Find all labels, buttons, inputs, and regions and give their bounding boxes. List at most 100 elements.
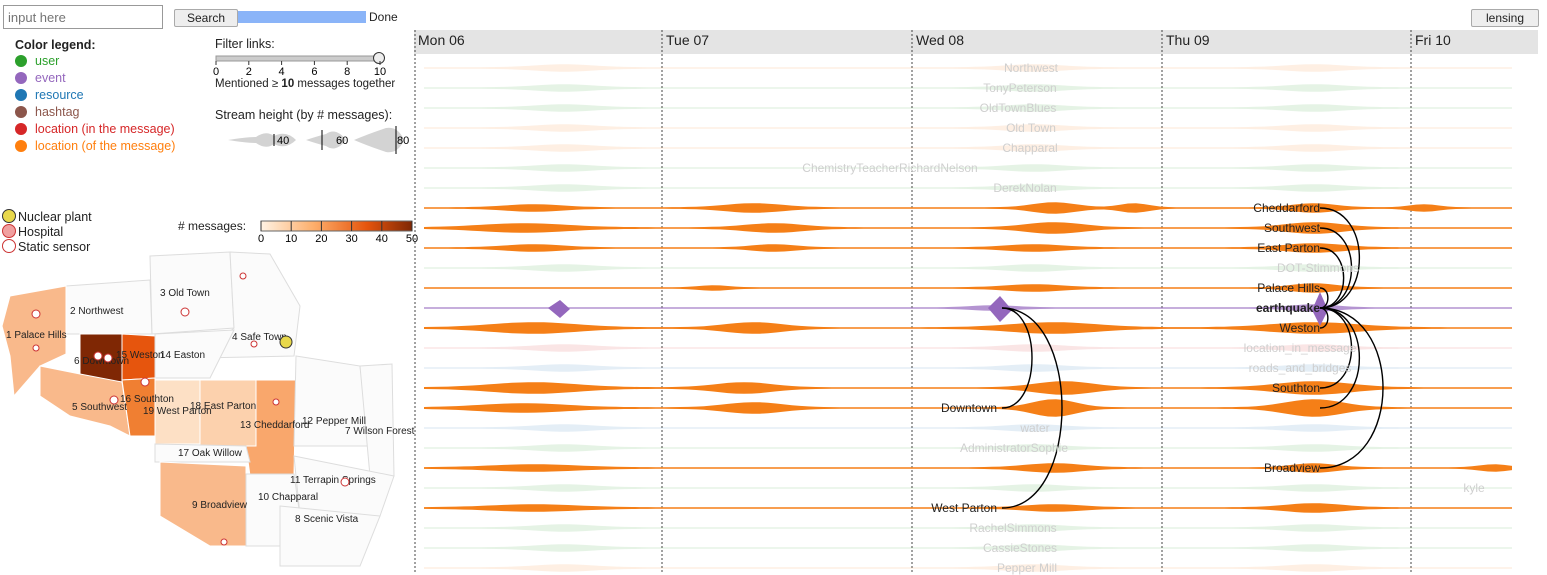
stream[interactable] bbox=[424, 264, 1512, 272]
link-arc bbox=[1319, 207, 1360, 309]
poi-sensor-label: Static sensor bbox=[18, 240, 91, 254]
stream[interactable] bbox=[424, 84, 1512, 92]
stream[interactable] bbox=[424, 544, 1512, 552]
legend-dot bbox=[15, 140, 27, 152]
map-label: 17 Oak Willow bbox=[178, 448, 243, 459]
filter-links-slider[interactable]: 0 2 4 6 8 10 bbox=[212, 52, 392, 78]
stream-sample-medium bbox=[306, 131, 346, 149]
stream[interactable] bbox=[424, 164, 1512, 172]
stream[interactable] bbox=[424, 399, 1512, 417]
region-palace-hills[interactable] bbox=[1, 285, 67, 398]
stream[interactable] bbox=[424, 144, 1512, 152]
filter-tick: 8 bbox=[344, 66, 350, 78]
hospital-icon bbox=[140, 377, 150, 387]
filter-links-title: Filter links: bbox=[215, 37, 275, 51]
messages-tick: 30 bbox=[345, 233, 357, 245]
region-safe-town[interactable] bbox=[198, 251, 301, 359]
event-diamond[interactable] bbox=[1312, 292, 1328, 326]
stream[interactable] bbox=[424, 202, 1512, 214]
stream[interactable] bbox=[424, 463, 1512, 473]
stream[interactable] bbox=[424, 283, 1512, 293]
map-label: 15 Weston bbox=[116, 350, 164, 361]
color-legend-title: Color legend: bbox=[15, 38, 96, 52]
legend-dot bbox=[15, 72, 27, 84]
map-label: 4 Safe Town bbox=[232, 332, 287, 343]
poi-nuclear-label: Nuclear plant bbox=[18, 210, 92, 224]
day-label: Tue 07 bbox=[666, 32, 710, 48]
stream[interactable] bbox=[424, 322, 1512, 334]
city-map[interactable]: 1 Palace Hills 2 Northwest 3 Old Town 4 Saf… bbox=[0, 246, 416, 572]
region-easton[interactable] bbox=[154, 329, 235, 379]
progress-status: Done bbox=[369, 10, 398, 24]
hospital-icon bbox=[109, 395, 119, 405]
map-label: 9 Broadview bbox=[192, 500, 248, 511]
poi-legend: Nuclear plant Hospital Static sensor bbox=[2, 209, 92, 254]
stream[interactable] bbox=[424, 344, 1512, 352]
radiation-icon bbox=[279, 335, 293, 349]
slider-track[interactable] bbox=[215, 55, 381, 62]
slider-handle[interactable] bbox=[373, 52, 385, 64]
sensor-icon bbox=[2, 239, 16, 253]
filter-links-note: Mentioned ≥ 10 messages together bbox=[215, 78, 395, 90]
stream[interactable] bbox=[424, 124, 1512, 132]
region-oak-willow[interactable] bbox=[154, 443, 251, 463]
map-label: 13 Cheddarford bbox=[240, 420, 310, 431]
filter-tick: 10 bbox=[374, 66, 386, 78]
stream-sample-60: 60 bbox=[336, 135, 348, 147]
map-label: 11 Terrapin Springs bbox=[290, 475, 376, 486]
stream[interactable] bbox=[424, 381, 1512, 395]
stream[interactable] bbox=[424, 304, 1512, 312]
legend-dot bbox=[15, 123, 27, 135]
stream-height-legend: 40 60 80 bbox=[228, 126, 409, 154]
legend-label: location (of the message) bbox=[35, 139, 176, 153]
map-label: 2 Northwest bbox=[70, 306, 124, 317]
filter-tick: 6 bbox=[311, 66, 317, 78]
map-label: 12 Pepper Mill bbox=[302, 416, 366, 427]
stream[interactable] bbox=[424, 222, 1512, 234]
region-scenic-vista[interactable] bbox=[279, 505, 381, 567]
search-button[interactable]: Search bbox=[174, 9, 238, 27]
stream[interactable] bbox=[424, 564, 1512, 572]
stream-sample-40: 40 bbox=[277, 135, 289, 147]
link-arc bbox=[1319, 247, 1345, 309]
event-diamond[interactable] bbox=[988, 296, 1012, 322]
legend-dot bbox=[15, 55, 27, 67]
stream[interactable] bbox=[424, 243, 1512, 253]
stream[interactable] bbox=[424, 364, 1512, 372]
map-sensors bbox=[31, 272, 350, 546]
filter-tick: 0 bbox=[213, 66, 219, 78]
hospital-icon bbox=[103, 353, 113, 363]
stream[interactable] bbox=[424, 104, 1512, 112]
map-label: 18 East Parton bbox=[190, 401, 256, 412]
legend-label: location (in the message) bbox=[35, 122, 175, 136]
filter-tick: 4 bbox=[279, 66, 285, 78]
slider-ticks: 0 2 4 6 8 10 bbox=[213, 61, 386, 78]
messages-scale-title: # messages: bbox=[178, 219, 247, 233]
lensing-button[interactable]: lensing bbox=[1471, 9, 1539, 27]
hospital-icon bbox=[93, 351, 103, 361]
timeline-streams[interactable] bbox=[414, 30, 1547, 572]
event-diamond[interactable] bbox=[548, 300, 570, 318]
legend-item-0: user bbox=[15, 54, 59, 70]
search-input[interactable] bbox=[3, 5, 163, 29]
legend-item-3: hashtag bbox=[15, 105, 79, 121]
map-label: 14 Easton bbox=[160, 350, 205, 361]
stream-sample-large bbox=[354, 127, 404, 153]
messages-tick: 0 bbox=[258, 233, 264, 245]
poi-hospital: Hospital bbox=[2, 224, 92, 239]
region-southwest[interactable] bbox=[39, 365, 131, 437]
map-label: 7 Wilson Forest bbox=[345, 426, 415, 437]
stream[interactable] bbox=[424, 64, 1512, 72]
color-ramp bbox=[260, 220, 413, 232]
messages-tick: 40 bbox=[376, 233, 388, 245]
region-broadview[interactable] bbox=[159, 461, 247, 547]
day-label: Fri 10 bbox=[1415, 32, 1451, 48]
stream[interactable] bbox=[424, 484, 1512, 492]
stream[interactable] bbox=[424, 503, 1512, 513]
legend-label: hashtag bbox=[35, 105, 80, 119]
stream[interactable] bbox=[424, 524, 1512, 532]
link-arc bbox=[1319, 307, 1353, 389]
stream[interactable] bbox=[424, 424, 1512, 432]
stream[interactable] bbox=[424, 184, 1512, 192]
stream[interactable] bbox=[424, 444, 1512, 452]
